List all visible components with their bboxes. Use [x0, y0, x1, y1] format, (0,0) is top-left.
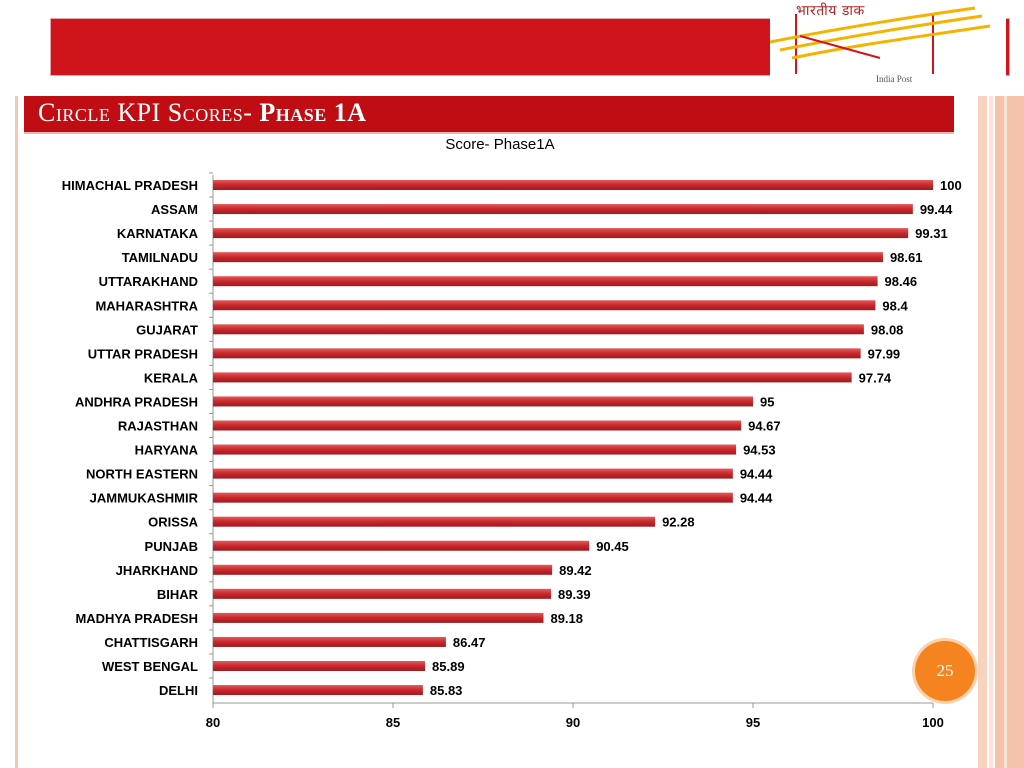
category-label: JHARKHAND — [116, 563, 198, 578]
x-tick-label: 85 — [386, 715, 400, 730]
bar — [213, 348, 861, 359]
bar — [213, 204, 913, 215]
bar — [213, 300, 876, 311]
bar — [213, 180, 933, 190]
category-label: KERALA — [144, 370, 199, 385]
data-label: 85.83 — [430, 683, 463, 698]
logo-hindi-text: भारतीय डाक — [796, 3, 865, 19]
bar — [213, 612, 544, 623]
data-label: 89.18 — [550, 611, 583, 626]
bar — [213, 492, 733, 503]
bar — [213, 516, 656, 527]
category-label: WEST BENGAL — [102, 659, 198, 674]
category-label: HARYANA — [135, 443, 199, 458]
data-label: 94.44 — [740, 491, 773, 506]
category-label: ASSAM — [151, 202, 198, 217]
right-stripe-1 — [978, 96, 987, 768]
logo-english-text: India Post — [876, 74, 913, 84]
bar — [213, 685, 423, 696]
data-label: 99.31 — [915, 226, 948, 241]
category-label: JAMMUKASHMIR — [90, 491, 199, 506]
category-label: TAMILNADU — [122, 250, 198, 265]
category-label: ANDHRA PRADESH — [75, 394, 198, 409]
data-label: 98.61 — [890, 250, 923, 265]
data-label: 97.99 — [868, 346, 901, 361]
data-label: 89.39 — [558, 587, 591, 602]
right-stripe-3 — [995, 96, 1024, 768]
bar — [213, 661, 426, 671]
category-label: MADHYA PRADESH — [75, 611, 198, 626]
category-label: NORTH EASTERN — [86, 467, 198, 482]
data-label: 86.47 — [453, 635, 486, 650]
category-label: UTTARAKHAND — [99, 274, 198, 289]
category-label: MAHARASHTRA — [95, 298, 198, 313]
bar — [213, 396, 753, 407]
india-post-logo — [770, 0, 1006, 88]
data-label: 94.44 — [740, 467, 773, 482]
x-tick-label: 80 — [206, 715, 220, 730]
title-bar — [24, 96, 954, 134]
bar — [213, 468, 733, 479]
bar — [213, 636, 446, 647]
bar — [213, 540, 590, 551]
page-number-badge: 25 — [915, 641, 975, 701]
data-label: 100 — [940, 178, 962, 193]
category-label: GUJARAT — [136, 322, 198, 337]
category-label: UTTAR PRADESH — [88, 346, 198, 361]
data-label: 94.67 — [748, 419, 781, 434]
data-label: 94.53 — [743, 443, 776, 458]
chart-title: Score- Phase1A — [445, 136, 554, 153]
category-label: CHATTISGARH — [104, 635, 198, 650]
bar — [213, 444, 737, 455]
right-stripe-2 — [989, 96, 993, 768]
bar — [213, 228, 909, 239]
data-label: 90.45 — [596, 539, 629, 554]
data-label: 99.44 — [920, 202, 953, 217]
data-label: 98.46 — [885, 274, 918, 289]
x-tick-label: 100 — [922, 715, 944, 730]
data-label: 89.42 — [559, 563, 592, 578]
data-label: 92.28 — [662, 515, 695, 530]
slide-title-part1: Circle KPI Scores- — [38, 98, 260, 127]
data-label: 85.89 — [432, 659, 465, 674]
slide-title: Circle KPI Scores- Phase 1A — [38, 98, 367, 128]
category-label: HIMACHAL PRADESH — [62, 178, 198, 193]
right-stripe-4 — [1004, 96, 1007, 768]
category-label: PUNJAB — [145, 539, 198, 554]
x-tick-label: 90 — [566, 715, 580, 730]
x-tick-label: 95 — [746, 715, 760, 730]
bar — [213, 372, 852, 383]
left-border-line — [15, 96, 18, 768]
data-label: 95 — [760, 394, 774, 409]
category-label: ORISSA — [148, 515, 198, 530]
bar — [213, 564, 553, 575]
data-label: 98.4 — [882, 298, 908, 313]
data-label: 97.74 — [859, 370, 892, 385]
bar — [213, 420, 742, 431]
slide-title-part2: Phase 1A — [259, 98, 367, 127]
bar — [213, 588, 552, 599]
bar — [213, 276, 878, 287]
category-label: RAJASTHAN — [118, 419, 198, 434]
category-label: KARNATAKA — [117, 226, 199, 241]
category-label: DELHI — [159, 683, 198, 698]
bar — [213, 252, 883, 263]
data-label: 98.08 — [871, 322, 904, 337]
category-label: BIHAR — [157, 587, 199, 602]
bar — [213, 324, 864, 335]
